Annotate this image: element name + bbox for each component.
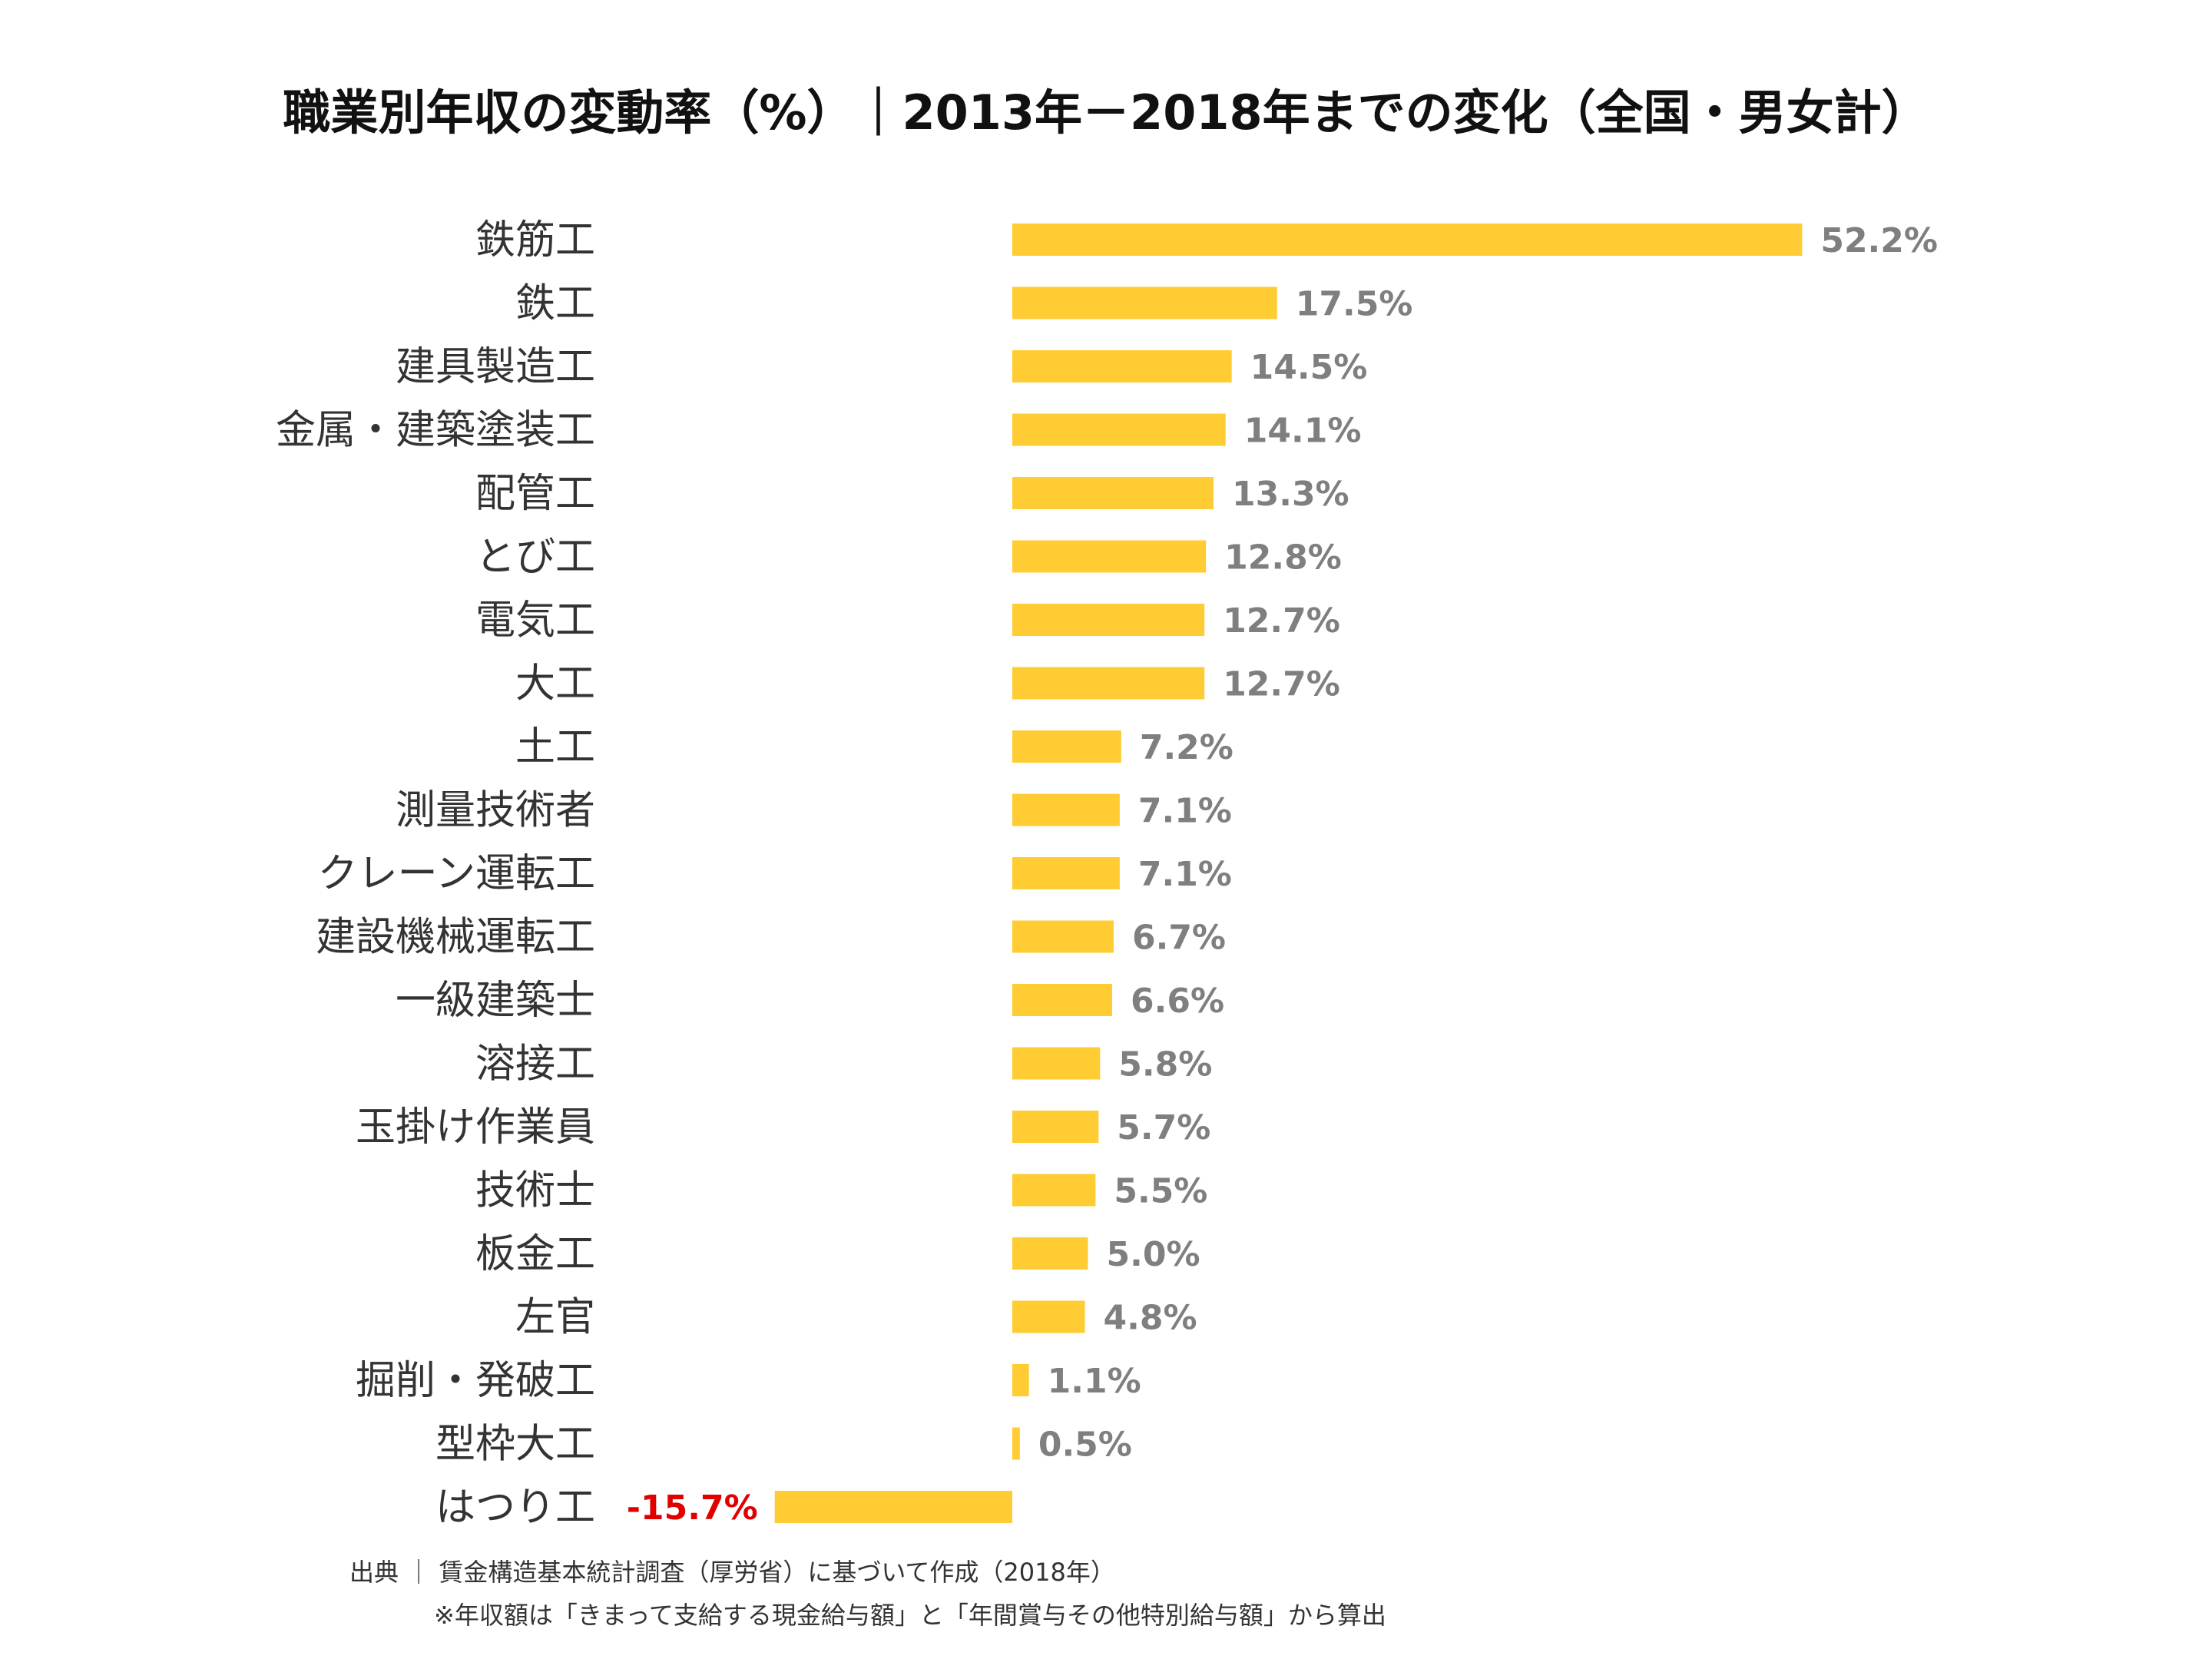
bar-10 [1012,857,1120,889]
bar-7 [1012,667,1205,700]
value-label: 7.1% [1138,855,1232,894]
value-label: 7.1% [1138,792,1232,831]
bar-12 [1012,984,1113,1016]
value-label: 6.7% [1132,919,1226,958]
bar-1 [1012,286,1277,320]
bars-layer: 鉄筋工 52.2% 鉄工 17.5% 建具製造工 14.5% 金属・建築塗装工 14.1% 配管… [276,217,1938,1531]
category-label: 掘削・発破工 [356,1358,595,1404]
category-label: 建設機械運転工 [316,915,595,961]
bar-4 [1012,477,1214,509]
bar-13 [1012,1047,1101,1080]
category-label: 金属・建築塗装工 [276,408,595,454]
category-label: 溶接工 [475,1041,595,1088]
value-label: 5.8% [1118,1045,1212,1084]
value-label: 52.2% [1820,221,1938,260]
category-label: 大工 [515,661,595,707]
value-label: 6.6% [1131,982,1224,1021]
category-label: 建具製造工 [396,344,595,390]
bar-20 [774,1491,1012,1523]
value-label: 12.8% [1224,538,1342,578]
value-label: 5.5% [1114,1172,1207,1211]
bar-3 [1012,413,1226,446]
bar-9 [1012,793,1120,826]
value-label: -15.7% [627,1488,758,1528]
category-label: 左官 [515,1295,595,1341]
bar-17 [1012,1300,1085,1333]
category-label: クレーン運転工 [318,851,595,897]
category-label: 配管工 [475,471,595,517]
value-label: 7.2% [1140,728,1233,767]
value-label: 17.5% [1296,285,1413,324]
value-label: 4.8% [1104,1299,1197,1338]
category-label: 鉄工 [515,281,595,327]
category-label: とび工 [475,535,595,581]
category-label: 型枠大工 [435,1422,595,1468]
category-label: 一級建築士 [396,978,595,1024]
category-label: 鉄筋工 [475,217,595,263]
bar-6 [1012,604,1205,636]
value-label: 12.7% [1223,601,1340,641]
bar-15 [1012,1174,1096,1207]
bar-18 [1012,1364,1029,1396]
value-label: 14.5% [1250,348,1368,387]
bar-14 [1012,1111,1099,1143]
category-label: 測量技術者 [396,788,595,834]
category-label: 土工 [515,724,595,770]
category-label: はつり工 [435,1485,595,1531]
source-note: 出典 ｜ 賃金構造基本統計調査（厚労省）に基づいて作成（2018年） [349,1558,1115,1587]
value-label: 12.7% [1223,665,1340,704]
category-label: 板金工 [475,1231,595,1277]
calculation-note: ※年収額は「きまって支給する現金給与額」と「年間賞与その他特別給与額」から算出 [434,1601,1386,1630]
category-label: 玉掛け作業員 [356,1104,595,1151]
value-label: 13.3% [1232,475,1349,514]
footnotes: 出典 ｜ 賃金構造基本統計調査（厚労省）に基づいて作成（2018年） ※年収額は… [349,1553,1386,1639]
value-label: 5.0% [1107,1235,1200,1274]
category-label: 技術士 [475,1168,595,1214]
value-label: 0.5% [1038,1426,1132,1465]
bar-0 [1012,224,1803,256]
bar-19 [1012,1427,1020,1460]
bar-5 [1012,540,1207,573]
bar-8 [1012,730,1121,763]
bar-11 [1012,920,1114,953]
bar-16 [1012,1237,1088,1270]
value-label: 1.1% [1048,1362,1141,1401]
value-label: 5.7% [1117,1108,1210,1147]
category-label: 電気工 [475,598,595,644]
value-label: 14.1% [1244,412,1362,451]
chart-title: 職業別年収の変動率（%）｜2013年－2018年までの変化（全国・男女計） [283,84,1929,141]
bar-2 [1012,350,1232,382]
